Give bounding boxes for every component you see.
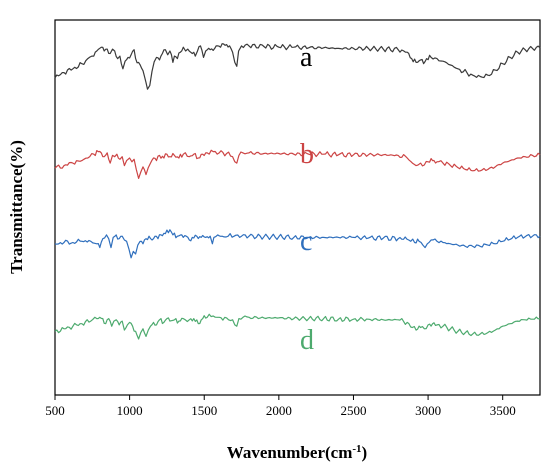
x-axis-title-main: Wavenumber(cm <box>227 443 353 462</box>
y-axis-title: Transmittance(%) <box>7 140 26 274</box>
series-label-d: d <box>300 325 314 356</box>
series-label-c: c <box>300 226 312 257</box>
series-line-b <box>54 149 541 179</box>
series-label-b: b <box>300 139 314 170</box>
series-layer <box>54 43 541 340</box>
series-labels: a b c d <box>300 42 314 356</box>
x-tick-label: 3000 <box>415 403 441 418</box>
plot-frame <box>54 19 541 396</box>
x-tick-label: 2000 <box>266 403 292 418</box>
x-tick-label: 3500 <box>490 403 516 418</box>
x-axis-ticks: 500 1000 1500 2000 2500 3000 3500 <box>45 395 516 418</box>
x-axis-title: Wavenumber(cm-1) <box>227 443 367 462</box>
series-line-d <box>54 313 541 340</box>
series-line-c <box>54 229 541 259</box>
x-axis-title-end: ) <box>362 443 368 462</box>
x-tick-label: 500 <box>45 403 65 418</box>
x-axis-title-sup: -1 <box>352 443 361 455</box>
x-tick-label: 1000 <box>117 403 143 418</box>
series-line-a <box>54 43 541 90</box>
x-tick-label: 1500 <box>191 403 217 418</box>
x-tick-label: 2500 <box>340 403 366 418</box>
series-label-a: a <box>300 42 313 73</box>
